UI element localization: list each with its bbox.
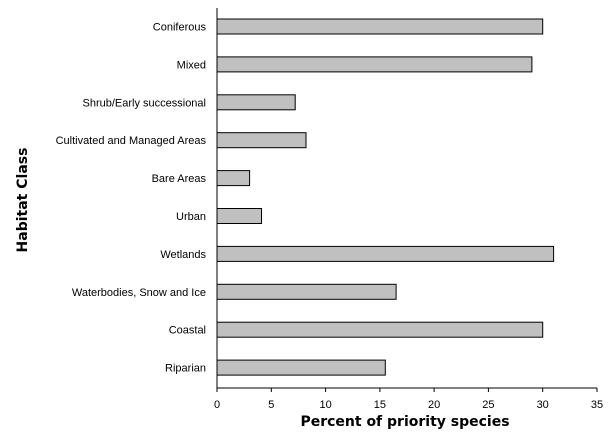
x-ticks: 0 5 10 15 20 25 30 35: [214, 388, 603, 411]
x-tick-label: 30: [537, 399, 549, 411]
x-tick-label: 0: [214, 399, 220, 411]
bar-riparian: [216, 359, 386, 376]
x-tick-label: 10: [319, 399, 331, 411]
x-axis-title: Percent of priority species: [300, 414, 509, 430]
category-label-cultivated-and-managed-areas: Cultivated and Managed Areas: [56, 135, 207, 147]
bar-bare-areas: [216, 170, 251, 187]
bar-urban: [216, 208, 262, 224]
bars-group: [216, 18, 555, 376]
category-label-urban: Urban: [176, 211, 206, 223]
bar-shrub-early-successional: [216, 94, 296, 111]
bar-coniferous: [216, 18, 544, 35]
bar-wetlands: [216, 245, 555, 262]
bar-mixed: [216, 56, 533, 73]
category-label-coastal: Coastal: [169, 325, 206, 337]
bar-waterbodies-snow-and-ice: [216, 283, 397, 300]
bar-coastal: [216, 321, 544, 338]
x-tick-label: 5: [268, 399, 274, 411]
y-axis-title: Habitat Class: [15, 148, 31, 253]
bar-cultivated-and-managed-areas: [216, 132, 307, 149]
x-tick-label: 25: [482, 399, 494, 411]
category-label-waterbodies-snow-and-ice: Waterbodies, Snow and Ice: [72, 287, 206, 299]
x-tick-label: 35: [591, 399, 603, 411]
x-tick-label: 20: [428, 399, 440, 411]
category-label-coniferous: Coniferous: [153, 22, 207, 34]
x-tick-label: 15: [374, 399, 386, 411]
category-label-shrub-early-successional: Shrub/Early successional: [82, 97, 206, 109]
category-labels: Coniferous Mixed Shrub/Early successional C…: [56, 22, 207, 375]
category-label-bare-areas: Bare Areas: [152, 173, 207, 185]
category-label-wetlands: Wetlands: [160, 249, 206, 261]
category-label-riparian: Riparian: [165, 363, 206, 375]
category-label-mixed: Mixed: [177, 59, 206, 71]
